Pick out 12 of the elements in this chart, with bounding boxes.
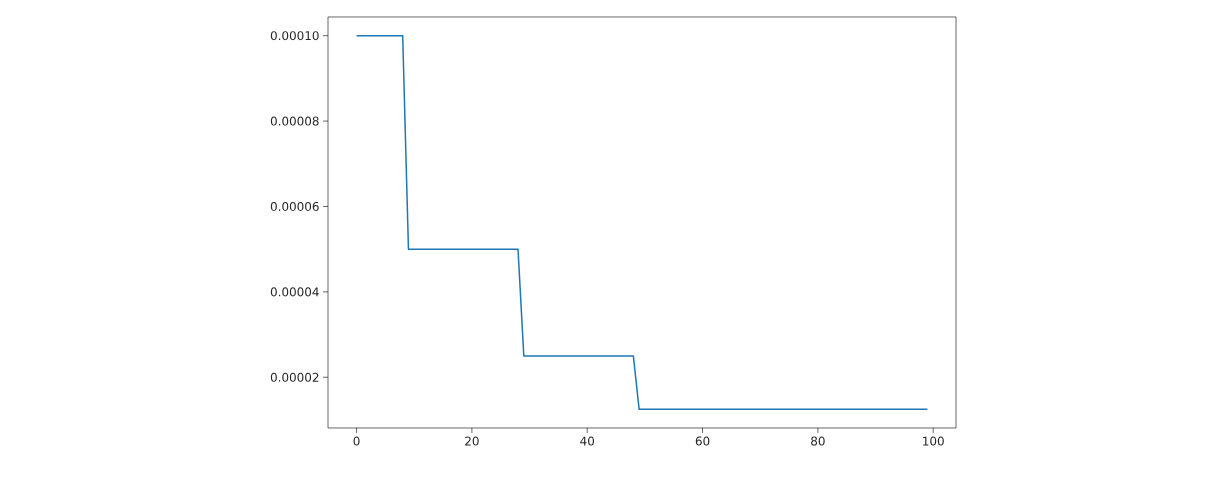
y-tick-label: 0.00002 xyxy=(270,372,319,382)
x-tick-label: 80 xyxy=(811,436,825,446)
x-tick-label: 40 xyxy=(580,436,595,446)
y-tick-label: 0.00006 xyxy=(270,201,319,211)
y-tick-label: 0.00010 xyxy=(270,31,319,41)
x-tick-label: 0 xyxy=(353,436,360,446)
x-tick-label: 100 xyxy=(923,436,944,446)
x-tick-label: 20 xyxy=(465,436,479,446)
y-tick-label: 0.00004 xyxy=(270,287,319,297)
y-tick-label: 0.00008 xyxy=(270,116,319,126)
x-tick-label: 60 xyxy=(695,436,710,446)
line-series xyxy=(355,34,929,411)
